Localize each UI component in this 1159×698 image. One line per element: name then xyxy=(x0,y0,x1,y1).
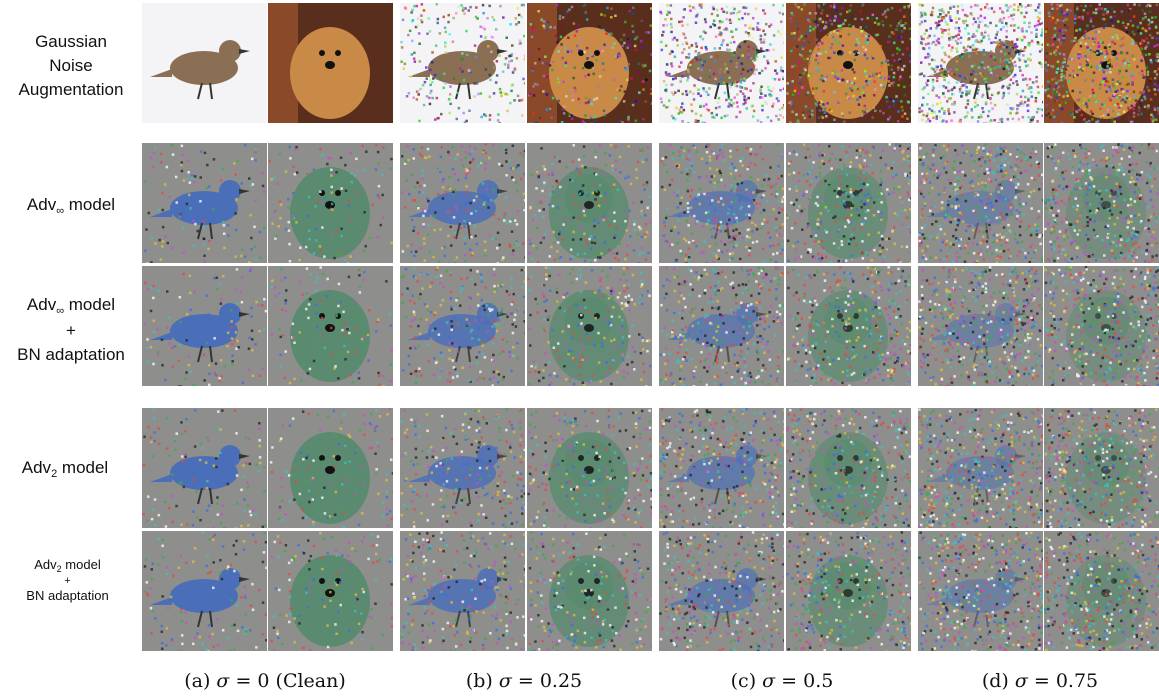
dog-image xyxy=(786,143,911,263)
tile-adv2-bird-sigma-0.75 xyxy=(918,408,1043,528)
tile-adv2-dog-sigma-0 xyxy=(268,408,393,528)
bird-image xyxy=(142,531,267,651)
dog-image xyxy=(268,531,393,651)
tile-adv2-bird-sigma-0 xyxy=(142,408,267,528)
bird-image xyxy=(659,266,784,386)
bird-image xyxy=(142,3,267,123)
dog-image xyxy=(527,143,652,263)
bird-image xyxy=(142,143,267,263)
tile-gaussian-dog-sigma-0.25 xyxy=(527,3,652,123)
bird-image xyxy=(918,408,1043,528)
tile-adv2-bn-bird-sigma-0.5 xyxy=(659,531,784,651)
bird-image xyxy=(400,266,525,386)
bird-image xyxy=(142,408,267,528)
caption-c: (c) σ = 0.5 xyxy=(730,670,834,692)
tile-gaussian-bird-sigma-0 xyxy=(142,3,267,123)
dog-image xyxy=(268,266,393,386)
tile-adv-inf-bird-sigma-0.5 xyxy=(659,143,784,263)
tile-gaussian-bird-sigma-0.5 xyxy=(659,3,784,123)
row-label-line-3: Augmentation xyxy=(18,80,124,99)
tile-adv-inf-dog-sigma-0.75 xyxy=(1044,143,1159,263)
tile-adv-inf-dog-sigma-0 xyxy=(268,143,393,263)
tile-adv-inf-bn-dog-sigma-0.75 xyxy=(1044,266,1159,386)
bird-image xyxy=(142,266,267,386)
bird-image xyxy=(659,408,784,528)
dog-image xyxy=(527,408,652,528)
tile-adv-inf-bird-sigma-0 xyxy=(142,143,267,263)
tile-adv-inf-bn-dog-sigma-0 xyxy=(268,266,393,386)
tile-gaussian-bird-sigma-0.75 xyxy=(918,3,1043,123)
tile-adv2-dog-sigma-0.75 xyxy=(1044,408,1159,528)
bird-image xyxy=(659,3,784,123)
dog-image xyxy=(1044,408,1159,528)
tile-adv2-bn-dog-sigma-0.25 xyxy=(527,531,652,651)
tile-adv2-bird-sigma-0.5 xyxy=(659,408,784,528)
row-label-adv2-bn: Adv2 model + BN adaptation xyxy=(26,557,109,603)
tile-adv-inf-bn-bird-sigma-0.75 xyxy=(918,266,1043,386)
bird-image xyxy=(659,143,784,263)
dog-image xyxy=(1044,266,1159,386)
tile-adv2-bn-dog-sigma-0.5 xyxy=(786,531,911,651)
tile-adv-inf-dog-sigma-0.5 xyxy=(786,143,911,263)
caption-b: (b) σ = 0.25 xyxy=(465,670,583,692)
row-label-line-1: Gaussian xyxy=(35,32,107,51)
row-label-line-2: Noise xyxy=(49,56,93,75)
bird-image xyxy=(400,408,525,528)
bird-image xyxy=(659,531,784,651)
row-label-adv-inf-bn: Adv∞ model + BN adaptation xyxy=(17,295,125,364)
caption-a: (a) σ = 0 (Clean) xyxy=(184,670,346,692)
tile-adv2-bn-bird-sigma-0 xyxy=(142,531,267,651)
bird-image xyxy=(918,143,1043,263)
tile-adv-inf-bn-bird-sigma-0 xyxy=(142,266,267,386)
dog-image xyxy=(786,408,911,528)
caption-d: (d) σ = 0.75 xyxy=(981,670,1099,692)
tile-adv2-dog-sigma-0.5 xyxy=(786,408,911,528)
tile-adv2-bn-bird-sigma-0.75 xyxy=(918,531,1043,651)
tile-adv2-dog-sigma-0.25 xyxy=(527,408,652,528)
dog-image xyxy=(268,408,393,528)
bird-image xyxy=(918,266,1043,386)
bird-image xyxy=(918,531,1043,651)
dog-image xyxy=(268,143,393,263)
tile-adv2-bn-dog-sigma-0.75 xyxy=(1044,531,1159,651)
dog-image xyxy=(268,3,393,123)
tile-adv-inf-bn-bird-sigma-0.25 xyxy=(400,266,525,386)
dog-image xyxy=(786,3,911,123)
dog-image xyxy=(527,3,652,123)
dog-image xyxy=(1044,143,1159,263)
tile-adv2-bird-sigma-0.25 xyxy=(400,408,525,528)
row-label-adv-inf: Adv∞ model xyxy=(26,195,116,217)
tile-adv-inf-bird-sigma-0.25 xyxy=(400,143,525,263)
dog-image xyxy=(786,531,911,651)
dog-image xyxy=(527,266,652,386)
tile-adv2-bn-dog-sigma-0 xyxy=(268,531,393,651)
tile-adv-inf-bn-dog-sigma-0.25 xyxy=(527,266,652,386)
tile-adv2-bn-bird-sigma-0.25 xyxy=(400,531,525,651)
row-label-gaussian-noise: Gaussian Noise Augmentation xyxy=(0,30,142,102)
tile-adv-inf-bn-bird-sigma-0.5 xyxy=(659,266,784,386)
row-label-adv2: Adv2 model xyxy=(21,458,109,480)
tile-gaussian-dog-sigma-0.75 xyxy=(1044,3,1159,123)
tile-adv-inf-bird-sigma-0.75 xyxy=(918,143,1043,263)
dog-image xyxy=(1044,3,1159,123)
tile-adv-inf-bn-dog-sigma-0.5 xyxy=(786,266,911,386)
dog-image xyxy=(1044,531,1159,651)
bird-image xyxy=(918,3,1043,123)
tile-gaussian-bird-sigma-0.25 xyxy=(400,3,525,123)
bird-image xyxy=(400,143,525,263)
tile-adv-inf-dog-sigma-0.25 xyxy=(527,143,652,263)
bird-image xyxy=(400,531,525,651)
dog-image xyxy=(527,531,652,651)
tile-gaussian-dog-sigma-0.5 xyxy=(786,3,911,123)
bird-image xyxy=(400,3,525,123)
tile-gaussian-dog-sigma-0 xyxy=(268,3,393,123)
dog-image xyxy=(786,266,911,386)
